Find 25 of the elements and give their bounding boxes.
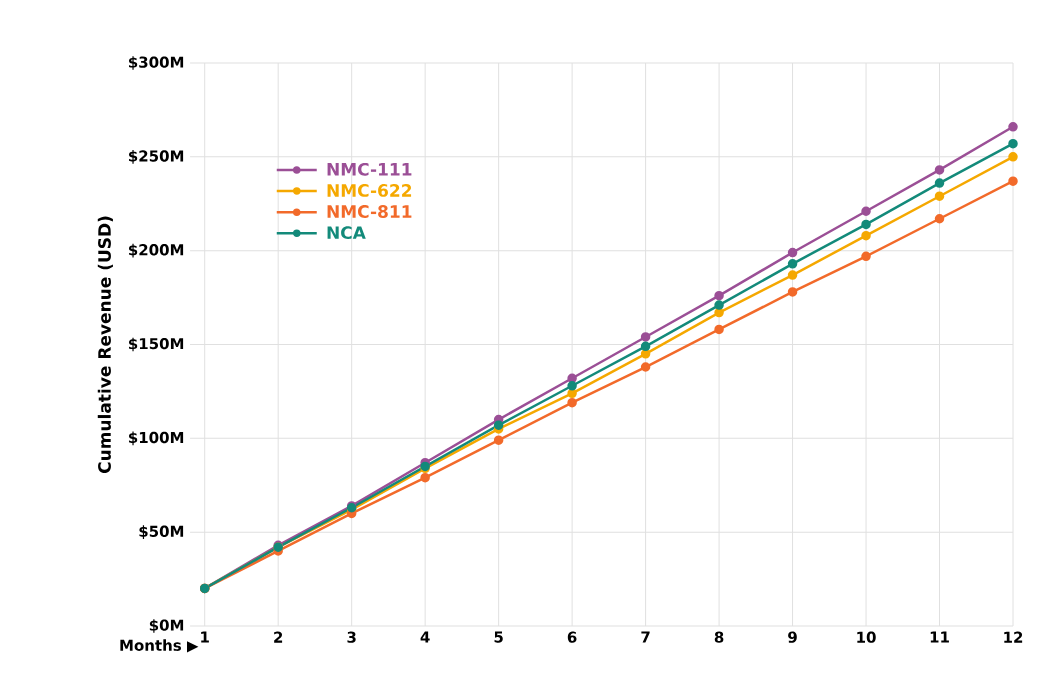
x-tick-label: 11 xyxy=(930,631,949,643)
legend-label: NMC-811 xyxy=(327,205,412,218)
x-tick-label: 10 xyxy=(857,631,876,643)
x-tick-label: 3 xyxy=(347,631,356,643)
x-tick-label: 6 xyxy=(567,631,577,643)
y-tick-label: $200M xyxy=(128,243,184,258)
legend-label: NMC-111 xyxy=(327,162,412,176)
y-axis-title: Cumulative Revenue (USD) xyxy=(97,216,113,474)
y-tick-label: $100M xyxy=(128,431,184,446)
y-tick-label: $150M xyxy=(128,337,184,352)
legend-label: NMC-622 xyxy=(327,184,412,197)
x-tick-label: 8 xyxy=(714,631,724,643)
x-tick-label: 5 xyxy=(494,631,503,643)
y-tick-label: $300M xyxy=(128,56,184,70)
x-axis-title: Months ▶ xyxy=(120,639,199,653)
x-tick-label: 7 xyxy=(641,631,650,643)
x-tick-label: 2 xyxy=(274,631,283,643)
y-tick-label: $250M xyxy=(128,150,184,164)
x-tick-label: 9 xyxy=(788,631,797,643)
y-tick-label: $50M xyxy=(139,525,184,539)
x-tick-label: 1 xyxy=(201,631,209,643)
x-tick-label: 12 xyxy=(1004,631,1023,643)
x-tick-label: 4 xyxy=(420,631,430,643)
legend-label: NCA xyxy=(327,226,366,240)
y-tick-label: $0M xyxy=(149,619,184,633)
